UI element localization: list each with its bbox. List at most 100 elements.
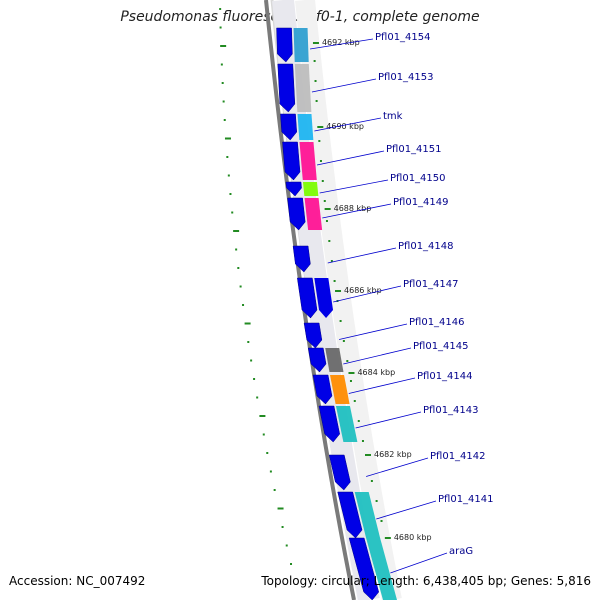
gc-dot: [259, 415, 266, 417]
cog-block-pfl01_4141: [354, 492, 381, 538]
gene-arrow-pfl01_4153[interactable]: [277, 63, 296, 113]
label-leader-line: [339, 323, 408, 340]
label-leader-line: [327, 247, 397, 264]
kbp-tick: [365, 454, 372, 456]
gc-dot: [262, 433, 265, 436]
gc-dot: [281, 526, 284, 528]
gene-label-pfl01_4151[interactable]: Pfl01_4151: [386, 144, 442, 155]
gc-dot: [220, 63, 223, 66]
gene-label-pfl01_4144[interactable]: Pfl01_4144: [417, 371, 473, 382]
gc-dot: [266, 452, 269, 454]
gc-dot: [221, 82, 224, 84]
genome-stats: Topology: circular; Length: 6,438,405 bp…: [261, 574, 591, 588]
kbp-tick: [312, 42, 319, 44]
kbp-tick: [317, 126, 324, 128]
gc-dot: [253, 378, 256, 380]
minor-tick: [361, 440, 364, 442]
gene-label-pfl01_4149[interactable]: Pfl01_4149: [393, 197, 449, 208]
gene-label-pfl01_4145[interactable]: Pfl01_4145: [413, 341, 469, 352]
cog-block-pfl01_4145: [325, 348, 344, 372]
kbp-label: 4680 kbp: [394, 533, 432, 542]
gene-label-arag[interactable]: araG: [449, 546, 473, 557]
kbp-label: 4688 kbp: [334, 204, 372, 213]
accession-label: Accession: NC_007492: [9, 574, 146, 588]
gene-arrow-pfl01_4142[interactable]: [328, 454, 351, 491]
gc-dot: [229, 193, 232, 195]
cog-block-pfl01_4149: [304, 198, 323, 230]
gc-dot: [269, 470, 272, 473]
gene-label-pfl01_4147[interactable]: Pfl01_4147: [403, 279, 459, 290]
gene-arrow-pfl01_4144[interactable]: [312, 374, 333, 405]
kbp-scale: 4692 kbp 4690 kbp 4688 kbp 4686 kbp 4684 kbp…: [312, 38, 432, 542]
gc-dot: [242, 304, 245, 306]
gc-dot: [231, 211, 234, 214]
label-leader-line: [322, 203, 392, 219]
gc-dot: [285, 544, 288, 547]
minor-tick: [323, 200, 326, 202]
label-leader-line: [309, 38, 374, 50]
minor-tick: [370, 480, 373, 482]
minor-tick: [314, 80, 317, 82]
cog-block-pfl01_4144: [330, 375, 350, 404]
gene-arrow-pfl01_4151[interactable]: [282, 141, 301, 181]
gc-dot: [244, 322, 251, 325]
gc-skew-dots: [219, 8, 293, 565]
cog-block-pfl01_4154: [293, 28, 309, 62]
gene-arrow-arag[interactable]: [348, 537, 379, 600]
minor-tick: [380, 520, 383, 522]
gc-dot: [226, 156, 229, 158]
minor-tick: [353, 400, 356, 402]
gene-label-pfl01_4141[interactable]: Pfl01_4141: [438, 494, 494, 505]
kbp-tick: [348, 372, 355, 374]
backbone-arc-dark: [264, 0, 356, 600]
gc-dot: [222, 100, 225, 103]
gene-label-pfl01_4154[interactable]: Pfl01_4154: [375, 32, 431, 43]
label-leader-line: [311, 78, 377, 93]
minor-tick: [328, 240, 331, 242]
cog-block-pfl01_4151: [299, 142, 317, 180]
minor-tick: [339, 320, 342, 322]
cog-block-pfl01_4143: [335, 406, 358, 442]
gene-arrow-pfl01_4145[interactable]: [307, 347, 327, 373]
minor-tick: [375, 500, 378, 502]
gene-arrow-pfl01_4141[interactable]: [337, 491, 363, 539]
label-leader-line: [333, 285, 402, 303]
label-leader-line: [348, 377, 416, 394]
label-leader-line: [343, 347, 412, 365]
gene-arrow-tmk[interactable]: [280, 113, 297, 141]
gene-arrow-second-lane[interactable]: [314, 278, 334, 318]
gene-arrow-pfl01_4146[interactable]: [303, 322, 323, 349]
gene-arrow-pfl01_4143[interactable]: [318, 405, 340, 443]
gene-label-pfl01_4143[interactable]: Pfl01_4143: [423, 405, 479, 416]
gene-label-pfl01_4148[interactable]: Pfl01_4148: [398, 241, 454, 252]
minor-tick: [313, 60, 316, 62]
cog-block-pfl01_4153: [294, 64, 312, 112]
minor-tick: [321, 180, 324, 182]
gc-dot: [233, 230, 240, 232]
minor-tick: [342, 340, 345, 342]
kbp-label: 4682 kbp: [374, 450, 412, 459]
gene-label-pfl01_4142[interactable]: Pfl01_4142: [430, 451, 486, 462]
gene-label-tmk[interactable]: tmk: [383, 111, 403, 122]
gene-label-pfl01_4150[interactable]: Pfl01_4150: [390, 173, 446, 184]
gene-label-pfl01_4146[interactable]: Pfl01_4146: [409, 317, 465, 328]
label-leader-line: [355, 411, 422, 429]
kbp-label: 4684 kbp: [357, 368, 395, 377]
label-leader-line: [316, 150, 385, 166]
gene-arrows: [276, 27, 397, 600]
minor-tick: [315, 100, 318, 102]
cog-block-arag: [366, 538, 397, 600]
gene-arrow-pfl01_4154[interactable]: [276, 27, 293, 63]
gene-arrow-pfl01_4149[interactable]: [287, 197, 306, 231]
label-leader-line: [366, 457, 429, 477]
gene-arrow-pfl01_4147[interactable]: [297, 277, 318, 319]
cog-block-pfl01_4150: [302, 182, 319, 196]
gc-dot: [250, 359, 253, 362]
gc-dot: [219, 26, 222, 29]
label-leader-line: [390, 552, 448, 574]
kbp-label: 4692 kbp: [322, 38, 360, 47]
gene-arrow-pfl01_4150[interactable]: [285, 181, 302, 197]
gene-label-pfl01_4153[interactable]: Pfl01_4153: [378, 72, 434, 83]
gene-arrow-pfl01_4148[interactable]: [292, 245, 311, 273]
